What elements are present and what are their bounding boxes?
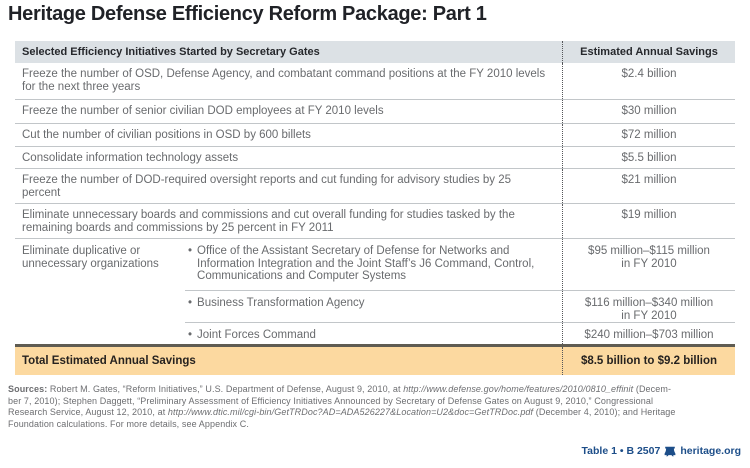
column-header-savings: Estimated Annual Savings [562,41,735,63]
total-row: Total Estimated Annual Savings $8.5 bill… [15,344,735,375]
table-row: Cut the number of civilian positions in … [15,124,735,147]
table-row: Freeze the number of OSD, Defense Agency… [15,63,735,100]
savings-value: $116 million–$340 million in FY 2010 [562,291,735,322]
efficiency-table: Selected Efficiency Initiatives Started … [15,41,735,375]
savings-value: $95 million–$115 million in FY 2010 [562,239,735,290]
table-sub-row: • Business Transformation Agency $116 mi… [185,290,735,322]
table-header-row: Selected Efficiency Initiatives Started … [15,41,735,63]
page-title: Heritage Defense Efficiency Reform Packa… [8,3,487,25]
group-subtable: • Office of the Assistant Secretary of D… [185,239,735,344]
savings-range: $116 million–$340 million [584,297,714,309]
sub-initiative-text: Office of the Assistant Secretary of Def… [197,245,535,282]
total-label: Total Estimated Annual Savings [22,355,196,367]
savings-note: in FY 2010 [621,309,677,322]
savings-value: $21 million [562,169,735,203]
sub-initiative-text: Business Transformation Agency [197,297,365,309]
savings-value: $19 million [562,204,735,238]
table-row: Freeze the number of senior civilian DOD… [15,100,735,124]
savings-value: $72 million [562,124,735,146]
total-value: $8.5 billion to $9.2 billion [562,347,735,375]
table-row: Consolidate information technology asset… [15,146,735,169]
footer-credit: Table 1 • B 2507 heritage.org [582,445,741,457]
sub-initiative: • Joint Forces Command [185,323,562,344]
savings-value: $30 million [562,100,735,123]
savings-value: $240 million–$703 million [562,323,735,344]
group-label: Eliminate duplicative or unnecessary org… [22,245,159,270]
initiative-text: Freeze the number of senior civilian DOD… [22,105,384,117]
savings-value: $2.4 billion [562,63,735,99]
table-sub-row: • Office of the Assistant Secretary of D… [185,239,735,290]
column-header-initiatives: Selected Efficiency Initiatives Started … [22,46,320,58]
heritage-bell-icon [664,446,676,456]
bullet-icon: • [188,297,193,309]
sub-initiative: • Business Transformation Agency [185,291,562,322]
table-sub-row: • Joint Forces Command $240 million–$703… [185,322,735,344]
sub-initiative: • Office of the Assistant Secretary of D… [185,239,562,290]
savings-value: $5.5 billion [562,146,735,168]
bullet-icon: • [188,245,193,257]
savings-range: $95 million–$115 million [588,245,710,257]
savings-note: in FY 2010 [621,257,677,270]
table-row: Freeze the number of DOD-required oversi… [15,169,735,204]
table-group-row: Eliminate duplicative or unnecessary org… [15,239,735,344]
sub-initiative-text: Joint Forces Command [197,329,316,341]
table-reference: Table 1 • B 2507 [581,445,661,457]
initiative-text: Eliminate unnecessary boards and commiss… [22,209,515,234]
bullet-icon: • [188,329,193,341]
initiative-text: Cut the number of civilian positions in … [22,129,311,141]
sources-note: Sources: Robert M. Gates, “Reform Initia… [8,384,676,429]
table-row: Eliminate unnecessary boards and commiss… [15,204,735,239]
initiative-text: Freeze the number of DOD-required oversi… [22,174,511,199]
initiative-text: Freeze the number of OSD, Defense Agency… [22,68,546,93]
initiative-text: Consolidate information technology asset… [22,151,239,164]
savings-range: $240 million–$703 million [584,329,714,341]
site-link: heritage.org [680,445,741,457]
